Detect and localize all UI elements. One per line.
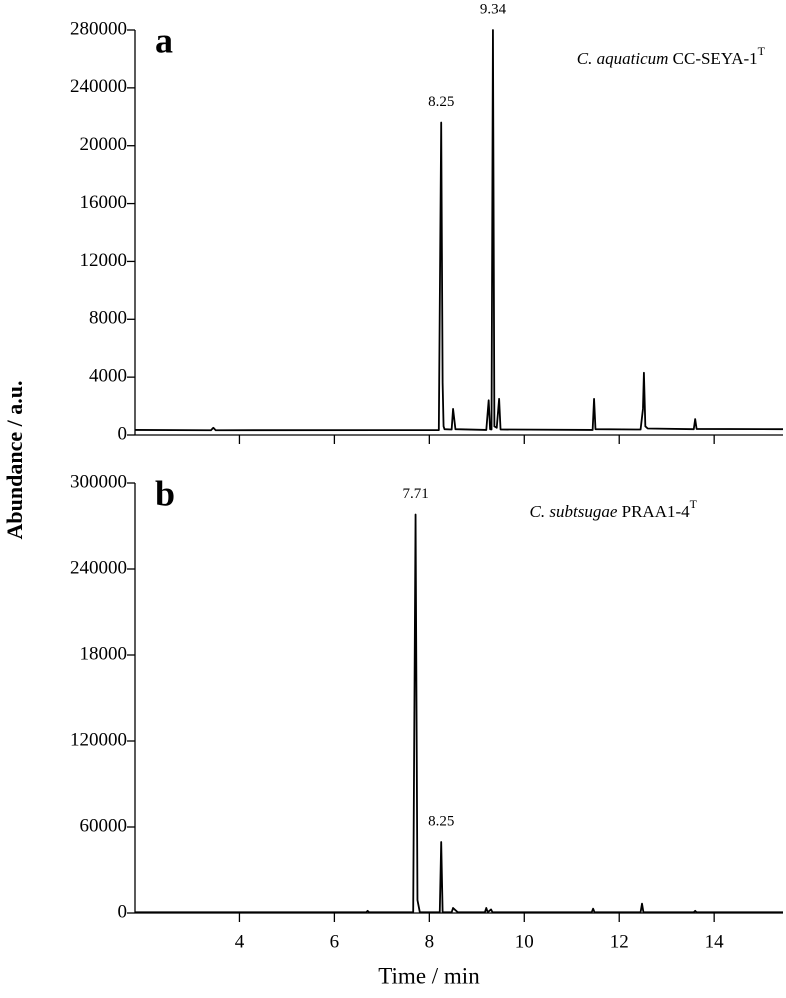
y-tick-label: 16000 [80,192,128,213]
y-tick-label: 60000 [80,815,128,836]
y-tick-label: 120000 [70,729,127,750]
x-tick-label: 6 [330,931,340,952]
y-axis-label: Abundance / a.u. [2,381,27,540]
x-tick-label: 8 [425,931,435,952]
x-tick-label: 10 [515,931,534,952]
chromatogram-line [134,29,784,432]
y-tick-label: 240000 [70,76,127,97]
strain-superscript: T [690,497,698,511]
strain-superscript: T [758,44,766,58]
y-tick-label: 280000 [70,18,127,39]
peak-label: 9.34 [480,1,507,17]
y-tick-label: 300000 [70,471,127,492]
strain-species: C. aquaticum [577,49,669,68]
strain-label: C. aquaticum CC-SEYA-1T [577,44,766,68]
peak-label: 7.71 [402,486,428,502]
y-tick-label: 8000 [89,308,127,329]
peak-label: 8.25 [428,813,454,829]
peak-label: 8.25 [428,94,454,110]
chromatogram-line [135,513,783,914]
y-tick-label: 0 [118,423,128,444]
panel-letter: a [155,20,173,60]
panel-letter: b [155,473,175,513]
y-tick-label: 240000 [70,557,127,578]
strain-name: CC-SEYA-1 [668,49,757,68]
y-tick-label: 18000 [80,643,128,664]
y-tick-label: 0 [118,901,128,922]
x-axis-label: Time / min [378,963,480,988]
strain-label: C. subtsugae PRAA1-4T [530,497,698,521]
x-tick-label: 14 [705,931,725,952]
strain-species: C. subtsugae [530,502,618,521]
strain-name: PRAA1-4 [617,502,690,521]
y-tick-label: 4000 [89,366,127,387]
x-tick-label: 4 [235,931,245,952]
y-tick-label: 20000 [80,134,128,155]
y-tick-label: 12000 [80,250,128,271]
x-tick-label: 12 [610,931,629,952]
